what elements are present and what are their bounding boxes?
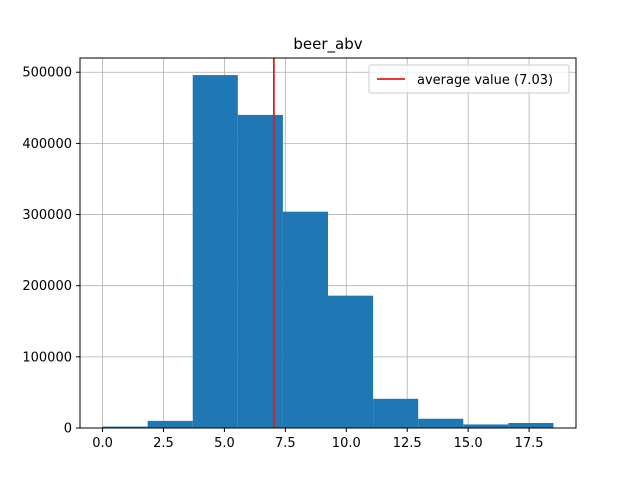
y-tick-label: 300000 [22, 208, 72, 223]
x-tick-label: 2.5 [153, 436, 174, 451]
histogram-bars [102, 75, 554, 429]
histogram-bar [328, 295, 374, 428]
x-tick-label: 10.0 [332, 436, 361, 451]
histogram-bar [373, 398, 419, 428]
x-tick-label: 17.5 [515, 436, 544, 451]
legend-box [368, 64, 570, 94]
y-tick-label: 500000 [22, 66, 72, 81]
x-tick-label: 15.0 [454, 436, 483, 451]
y-tick-label: 100000 [22, 350, 72, 365]
axis-ticks: 0.0 2.5 5.0 7.5 10.0 12.5 15.0 17.5 0 100000 20000… [22, 66, 543, 451]
histogram-bar [147, 420, 193, 428]
legend: average value (7.03) [368, 64, 570, 94]
histogram-bar [463, 424, 509, 428]
x-tick-label: 12.5 [393, 436, 422, 451]
y-tick-label: 200000 [22, 279, 72, 294]
y-tick-label: 400000 [22, 137, 72, 152]
histogram-bar [282, 211, 328, 428]
x-tick-label: 7.5 [275, 436, 296, 451]
histogram-bar [192, 75, 238, 429]
histogram-bar [418, 418, 464, 428]
plot-frame [79, 57, 577, 429]
histogram-bar [102, 426, 148, 428]
histogram-bar [508, 423, 554, 428]
x-tick-label: 0.0 [92, 436, 113, 451]
x-tick-label: 5.0 [214, 436, 235, 451]
chart-title: beer_abv [293, 35, 362, 54]
legend-average-label: average value (7.03) [417, 73, 553, 88]
y-tick-label: 0 [64, 422, 72, 437]
histogram-bar [237, 114, 283, 428]
